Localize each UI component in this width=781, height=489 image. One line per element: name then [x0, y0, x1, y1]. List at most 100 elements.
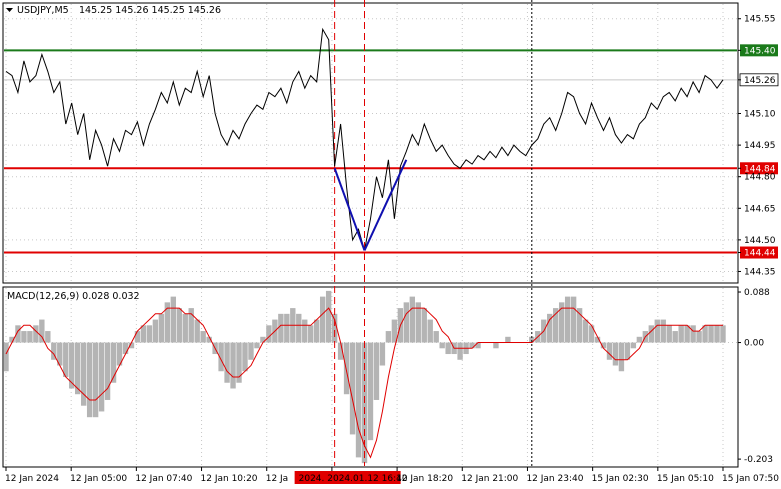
time-tick-label: 12 Jan 18:20 — [396, 474, 453, 484]
macd-axis: 0.088 0.00 -0.203 — [738, 288, 773, 465]
macd-bar — [564, 296, 571, 343]
macd-tick-label: 0.088 — [744, 288, 770, 298]
vertical-markers: 2024. 2024.01.12 16:40 — [294, 0, 533, 484]
level-badge — [740, 246, 778, 259]
macd-bar — [140, 325, 147, 343]
macd-bar — [9, 336, 15, 343]
macd-tick-label: 0.00 — [744, 339, 764, 349]
macd-bar — [415, 302, 421, 343]
macd-bar — [116, 342, 123, 366]
price-series — [5, 27, 724, 251]
macd-bar — [57, 342, 63, 366]
triangle-down-icon[interactable] — [6, 8, 13, 12]
macd-bar — [45, 331, 51, 343]
level-badge-label: 144.84 — [744, 164, 776, 174]
price-tick-label: 144.35 — [744, 267, 776, 277]
macd-bar — [660, 319, 666, 343]
macd-bar — [391, 319, 398, 343]
macd-bar — [110, 342, 117, 383]
symbol-label: USDJPY,M5 — [17, 5, 69, 16]
macd-bar — [606, 342, 613, 360]
macd-bar — [624, 342, 631, 360]
macd-bar — [421, 308, 427, 343]
macd-bar — [302, 319, 308, 343]
macd-bar — [152, 319, 159, 343]
macd-bar — [439, 342, 445, 349]
macd-bar — [230, 342, 236, 389]
macd-bar — [553, 308, 559, 343]
macd-bar — [505, 336, 511, 343]
annotation-lines[interactable] — [333, 159, 408, 251]
macd-bar — [612, 342, 619, 366]
macd-bar — [27, 331, 33, 343]
main-pane-frame — [2, 2, 739, 284]
macd-bar — [570, 296, 577, 343]
time-tick-label: 12 Ja — [266, 474, 288, 484]
macd-bar — [403, 302, 410, 343]
macd-bar — [582, 319, 589, 343]
macd-bar — [702, 325, 708, 343]
macd-bar — [379, 342, 386, 366]
macd-bar — [714, 325, 720, 343]
macd-bar — [236, 342, 242, 383]
macd-bar — [176, 308, 182, 343]
time-tick-label: 12 Jan 10:20 — [201, 474, 258, 484]
trend-line[interactable] — [333, 167, 366, 251]
macd-bar — [63, 342, 69, 377]
macd-bar — [86, 342, 93, 418]
macd-bar — [708, 325, 714, 343]
macd-bar — [469, 342, 475, 349]
price-tick-label: 144.95 — [744, 141, 776, 151]
price-axis: 145.55 145.10 144.95 144.80 144.65 144.50 144.… — [738, 15, 776, 277]
level-badge-label: 145.40 — [744, 46, 776, 56]
macd-bar — [576, 308, 583, 343]
macd-bar — [248, 342, 254, 360]
macd-pane-frame — [2, 286, 739, 468]
macd-bar — [325, 290, 332, 343]
macd-bar — [630, 342, 637, 349]
macd-bar — [218, 342, 224, 372]
macd-bar — [319, 296, 326, 343]
macd-bar — [314, 319, 320, 343]
macd-bar — [164, 302, 171, 343]
macd-bar — [433, 331, 439, 343]
macd-bar — [475, 342, 481, 349]
macd-label: MACD(12,26,9) 0.028 0.032 — [7, 291, 140, 302]
macd-bar — [558, 302, 565, 343]
macd-bar — [409, 296, 415, 343]
macd-bar — [696, 331, 702, 343]
session-label: 2024. 2024.01.12 16:40 — [299, 474, 408, 484]
macd-bar — [666, 325, 672, 343]
macd-bar — [158, 313, 165, 343]
macd-bar — [122, 342, 129, 355]
macd-bar — [254, 342, 260, 349]
macd-bar — [188, 308, 194, 343]
horizontal-levels[interactable]: 145.40 144.84 144.44 145.26 — [4, 44, 779, 259]
macd-bar — [39, 319, 45, 343]
macd-bar — [636, 336, 643, 343]
time-tick-label: 12 Jan 21:00 — [461, 474, 518, 484]
macd-bar — [445, 342, 451, 355]
macd-bar — [33, 325, 39, 343]
ohlc-label: 145.25 145.26 145.25 145.26 — [79, 5, 221, 16]
time-axis: 12 Jan 2024 12 Jan 05:00 12 Jan 07:40 12 Ja… — [5, 467, 779, 484]
level-badge — [740, 162, 778, 175]
macd-bar — [3, 342, 9, 372]
macd-bar — [182, 313, 188, 343]
macd-bar — [427, 319, 433, 343]
macd-bar — [278, 313, 284, 343]
macd-bar — [547, 313, 553, 343]
symbol-header: USDJPY,M5 145.25 145.26 145.25 145.26 — [6, 5, 221, 16]
trend-line[interactable] — [363, 159, 408, 251]
macd-bar — [529, 336, 535, 343]
price-line — [5, 27, 724, 251]
macd-bar — [242, 342, 248, 372]
macd-bar — [206, 336, 212, 343]
macd-bar — [200, 331, 206, 343]
macd-bar — [367, 342, 374, 441]
macd-bar — [385, 331, 392, 343]
macd-bar — [194, 319, 200, 343]
macd-bar — [15, 325, 21, 343]
macd-bar — [128, 342, 135, 349]
